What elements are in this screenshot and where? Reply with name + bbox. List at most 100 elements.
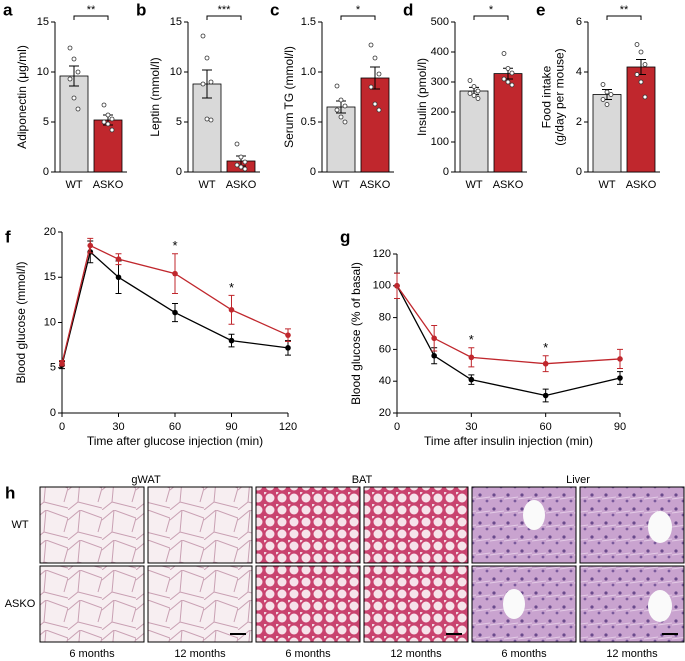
y-tick-label: 0: [443, 166, 449, 178]
y-tick-label: 5: [43, 116, 49, 128]
significance: *: [356, 4, 361, 16]
data-point: [338, 114, 344, 120]
data-point: [600, 82, 606, 87]
data-point: [238, 164, 244, 170]
data-point: [394, 283, 400, 289]
data-point: [285, 345, 291, 351]
histology-image: [255, 565, 361, 643]
y-axis-label: Leptin (mmol/l): [148, 57, 162, 136]
data-point: [372, 101, 378, 107]
group-label: gWAT: [131, 474, 161, 486]
y-tick-label: 15: [44, 271, 56, 283]
data-point: [75, 106, 81, 112]
column-label: 6 months: [69, 648, 115, 660]
y-axis-label: Serum TG (mmol/l): [282, 46, 296, 148]
bar: [493, 73, 523, 173]
panel-letter: d: [403, 0, 413, 19]
data-point: [600, 97, 606, 102]
histology-image: [39, 486, 145, 564]
panel-letter: h: [5, 483, 15, 502]
x-tick-label: WT: [465, 179, 482, 191]
y-tick-label: 200: [431, 106, 449, 118]
data-point: [172, 270, 178, 277]
significance-bracket: [206, 15, 242, 20]
y-axis-label: Insulin (pmol/l): [415, 58, 429, 136]
y-axis-label: (g/day per mouse): [553, 48, 567, 145]
data-point: [505, 79, 511, 85]
y-tick-label: 0: [50, 407, 56, 419]
data-point: [105, 121, 111, 127]
histology-image: [363, 486, 469, 564]
data-point: [204, 55, 210, 61]
data-point: [368, 42, 374, 48]
y-tick-label: 10: [37, 66, 49, 78]
data-point: [105, 112, 111, 118]
y-tick-label: 0: [176, 166, 182, 178]
data-point: [59, 360, 65, 367]
data-point: [87, 242, 94, 249]
series-line: [396, 285, 621, 397]
y-tick-label: 100: [373, 280, 391, 292]
data-point: [368, 84, 374, 90]
significance: ***: [218, 4, 232, 16]
y-tick-label: 500: [431, 16, 449, 28]
data-point: [234, 141, 240, 147]
data-point: [67, 76, 73, 82]
data-point: [376, 71, 382, 77]
data-point: [467, 91, 473, 96]
data-point: [172, 309, 178, 316]
significance: *: [489, 4, 494, 16]
data-point: [471, 84, 477, 89]
annotation: *: [172, 238, 177, 253]
data-point: [604, 89, 610, 95]
bar: [459, 90, 489, 173]
panel-letter: a: [3, 0, 13, 19]
data-point: [242, 166, 248, 172]
panel-letter: c: [270, 0, 279, 19]
data-point: [75, 69, 81, 75]
data-point: [604, 102, 610, 107]
data-point: [542, 360, 549, 367]
histology-image: [147, 565, 253, 643]
data-point: [109, 127, 115, 133]
data-point: [234, 162, 240, 168]
y-axis-label: Blood glucose (% of basal): [349, 262, 363, 405]
data-point: [638, 49, 644, 55]
x-tick-label: WT: [65, 179, 82, 191]
x-axis-label: Time after glucose injection (min): [87, 434, 263, 448]
data-point: [501, 51, 507, 56]
significance-bracket: [606, 15, 642, 20]
bar: [360, 77, 390, 173]
data-point: [638, 79, 644, 85]
data-point: [115, 256, 122, 262]
histology-image: [255, 486, 361, 564]
data-point: [642, 94, 648, 100]
x-tick-label: WT: [598, 179, 615, 191]
y-tick-label: 0: [43, 166, 49, 178]
data-point: [101, 102, 107, 108]
data-point: [642, 62, 648, 67]
data-point: [467, 78, 473, 83]
y-tick-label: 0.5: [301, 116, 316, 128]
y-tick-label: 80: [379, 312, 391, 324]
significance: **: [620, 4, 629, 16]
row-label: ASKO: [5, 598, 36, 610]
data-point: [71, 95, 77, 101]
column-label: 6 months: [285, 648, 331, 660]
data-point: [67, 45, 73, 51]
y-tick-label: 15: [170, 16, 182, 28]
data-point: [238, 154, 244, 160]
data-point: [204, 116, 210, 122]
x-tick-label: ASKO: [226, 179, 257, 191]
y-tick-label: 120: [373, 248, 391, 260]
panel-letter: g: [340, 227, 350, 246]
bar: [626, 66, 656, 173]
data-point: [228, 337, 235, 344]
data-point: [468, 376, 475, 383]
data-point: [509, 70, 515, 76]
column-label: 12 months: [606, 648, 658, 660]
data-point: [208, 117, 214, 123]
y-tick-label: 100: [431, 136, 449, 148]
x-tick-label: 30: [112, 421, 124, 433]
